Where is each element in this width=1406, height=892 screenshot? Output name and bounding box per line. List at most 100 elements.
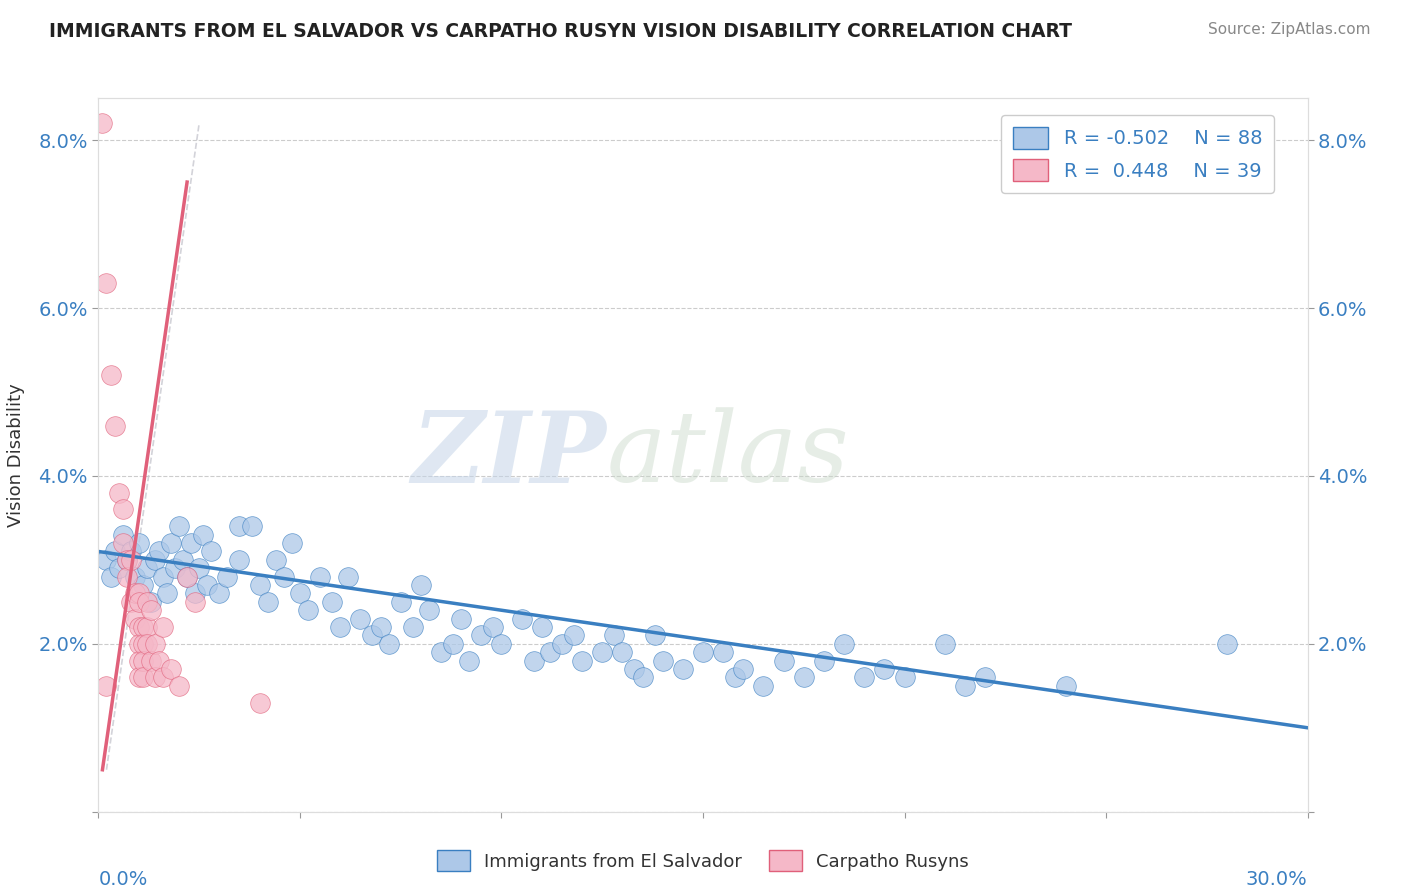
- Point: [470, 628, 492, 642]
- Point: [120, 544, 142, 558]
- Point: [156, 586, 179, 600]
- Point: [418, 603, 440, 617]
- Point: [321, 595, 343, 609]
- Point: [692, 645, 714, 659]
- Point: [450, 612, 472, 626]
- Point: [184, 595, 207, 609]
- Point: [631, 670, 654, 684]
- Point: [733, 662, 755, 676]
- Point: [240, 519, 263, 533]
- Point: [349, 612, 371, 626]
- Point: [128, 637, 150, 651]
- Point: [1216, 637, 1239, 651]
- Point: [623, 662, 645, 676]
- Point: [139, 603, 162, 617]
- Point: [612, 645, 634, 659]
- Point: [1054, 679, 1077, 693]
- Legend: Immigrants from El Salvador, Carpatho Rusyns: Immigrants from El Salvador, Carpatho Ru…: [430, 843, 976, 879]
- Point: [772, 654, 794, 668]
- Point: [853, 670, 876, 684]
- Point: [264, 553, 287, 567]
- Point: [402, 620, 425, 634]
- Point: [124, 569, 146, 583]
- Point: [132, 637, 155, 651]
- Point: [551, 637, 574, 651]
- Point: [530, 620, 553, 634]
- Point: [644, 628, 666, 642]
- Point: [934, 637, 956, 651]
- Point: [309, 569, 332, 583]
- Point: [115, 569, 138, 583]
- Text: atlas: atlas: [606, 408, 849, 502]
- Point: [249, 696, 271, 710]
- Point: [249, 578, 271, 592]
- Point: [111, 536, 134, 550]
- Point: [510, 612, 533, 626]
- Point: [180, 536, 202, 550]
- Point: [603, 628, 626, 642]
- Point: [128, 620, 150, 634]
- Point: [135, 595, 157, 609]
- Point: [139, 654, 162, 668]
- Point: [195, 578, 218, 592]
- Point: [337, 569, 360, 583]
- Point: [107, 561, 129, 575]
- Point: [184, 586, 207, 600]
- Point: [120, 553, 142, 567]
- Point: [148, 544, 170, 558]
- Point: [132, 670, 155, 684]
- Point: [523, 654, 546, 668]
- Point: [132, 620, 155, 634]
- Text: Source: ZipAtlas.com: Source: ZipAtlas.com: [1208, 22, 1371, 37]
- Point: [120, 595, 142, 609]
- Point: [96, 679, 118, 693]
- Point: [208, 586, 231, 600]
- Point: [288, 586, 311, 600]
- Point: [482, 620, 505, 634]
- Legend: R = -0.502    N = 88, R =  0.448    N = 39: R = -0.502 N = 88, R = 0.448 N = 39: [1001, 115, 1274, 193]
- Point: [571, 654, 593, 668]
- Point: [100, 569, 122, 583]
- Point: [538, 645, 561, 659]
- Point: [128, 586, 150, 600]
- Point: [200, 544, 222, 558]
- Point: [217, 569, 239, 583]
- Text: 30.0%: 30.0%: [1246, 871, 1308, 889]
- Point: [128, 536, 150, 550]
- Point: [832, 637, 855, 651]
- Point: [953, 679, 976, 693]
- Point: [176, 569, 198, 583]
- Point: [176, 569, 198, 583]
- Point: [974, 670, 997, 684]
- Point: [143, 637, 166, 651]
- Point: [111, 527, 134, 541]
- Point: [188, 561, 211, 575]
- Point: [96, 553, 118, 567]
- Point: [132, 578, 155, 592]
- Point: [491, 637, 513, 651]
- Point: [377, 637, 399, 651]
- Point: [281, 536, 304, 550]
- Point: [361, 628, 384, 642]
- Point: [111, 502, 134, 516]
- Point: [389, 595, 412, 609]
- Point: [793, 670, 815, 684]
- Point: [873, 662, 896, 676]
- Point: [193, 527, 215, 541]
- Point: [651, 654, 673, 668]
- Point: [115, 553, 138, 567]
- Point: [148, 654, 170, 668]
- Point: [167, 519, 190, 533]
- Point: [128, 670, 150, 684]
- Point: [172, 553, 194, 567]
- Point: [160, 536, 183, 550]
- Point: [152, 569, 174, 583]
- Point: [143, 670, 166, 684]
- Point: [143, 553, 166, 567]
- Point: [152, 620, 174, 634]
- Point: [135, 620, 157, 634]
- Point: [724, 670, 747, 684]
- Point: [591, 645, 613, 659]
- Point: [100, 368, 122, 383]
- Point: [107, 485, 129, 500]
